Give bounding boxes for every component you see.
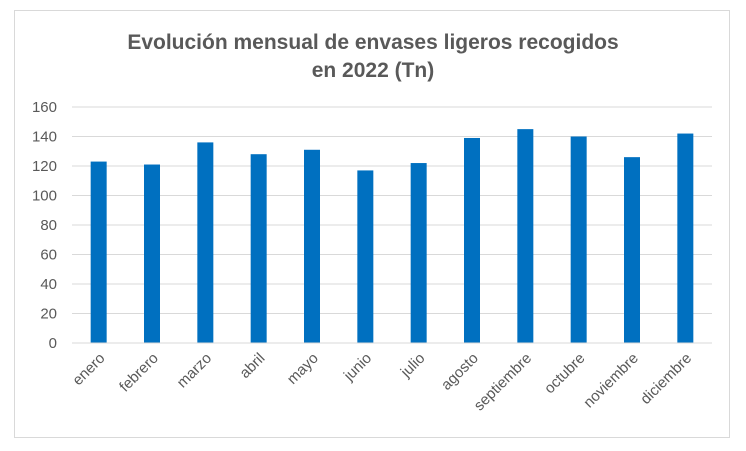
x-tick-label: marzo <box>174 350 215 391</box>
y-tick-label: 80 <box>40 217 57 234</box>
x-tick-label: febrero <box>116 350 162 396</box>
bar-agosto <box>464 137 480 343</box>
x-axis-category-labels: enero febrero marzo abril mayo junio julio agos… <box>69 350 695 414</box>
x-tick-label: abril <box>236 350 268 382</box>
x-tick-label: julio <box>397 350 429 382</box>
chart-title-line-2: en 2022 (Tn) <box>311 59 435 82</box>
x-tick-label: diciembre <box>637 350 695 408</box>
x-tick-label: junio <box>340 350 375 385</box>
y-tick-label: 40 <box>40 276 57 293</box>
y-tick-label: 60 <box>40 247 57 264</box>
x-tick-label: mayo <box>284 350 322 388</box>
bar-octubre <box>570 136 587 343</box>
y-tick-label: 120 <box>32 158 57 175</box>
y-tick-label: 20 <box>40 306 57 323</box>
x-tick-label: noviembre <box>580 350 642 412</box>
x-tick-label: agosto <box>438 350 482 394</box>
bar-septiembre <box>517 129 534 343</box>
y-axis-tick-labels: 0 20 40 60 80 100 120 140 160 <box>32 99 57 352</box>
x-tick-label: octubre <box>541 350 588 397</box>
x-tick-label: enero <box>69 350 108 389</box>
y-tick-label: 100 <box>32 188 57 205</box>
y-tick-label: 160 <box>32 99 57 116</box>
bars <box>90 129 694 343</box>
bar-febrero <box>144 164 160 343</box>
bar-junio <box>357 170 374 343</box>
bar-marzo <box>197 142 214 343</box>
bar-enero <box>90 161 107 343</box>
gridlines <box>72 106 712 314</box>
bar-diciembre <box>677 133 694 343</box>
y-tick-label: 0 <box>49 335 57 352</box>
bar-noviembre <box>624 157 640 343</box>
x-tick-label: septiembre <box>471 350 535 414</box>
bar-abril <box>250 154 267 343</box>
bar-mayo <box>304 149 320 343</box>
bar-julio <box>410 163 427 343</box>
chart-title-line-1: Evolución mensual de envases ligeros rec… <box>127 31 619 54</box>
y-tick-label: 140 <box>32 129 57 146</box>
